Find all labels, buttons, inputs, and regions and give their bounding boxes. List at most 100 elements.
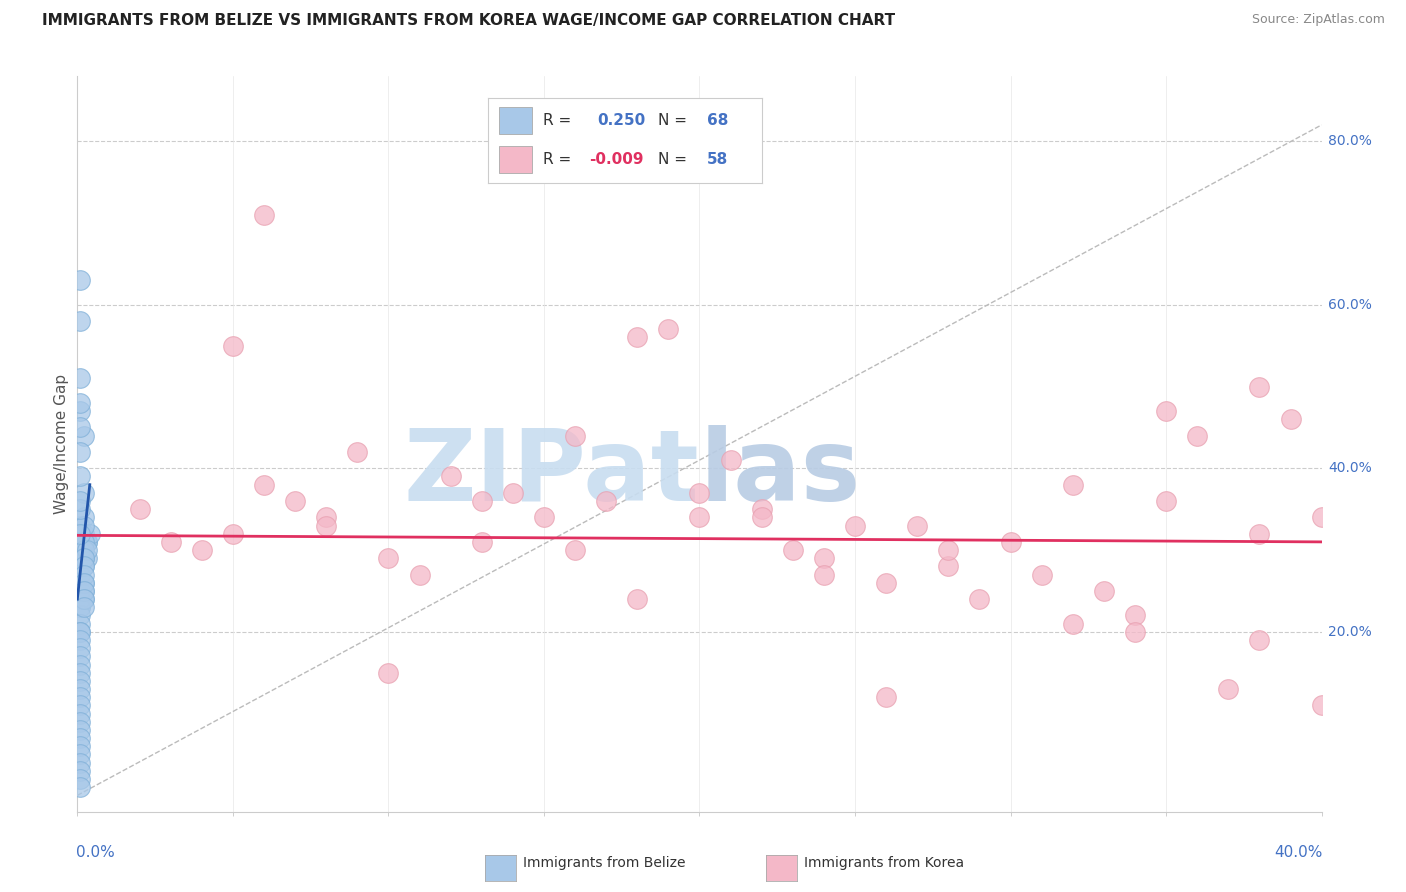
Point [626, 592, 648, 607]
Point [69, 714, 91, 729]
Point [1031, 567, 1053, 582]
Point [751, 502, 773, 516]
Text: 0.250: 0.250 [598, 113, 645, 128]
Point [253, 208, 276, 222]
Point [1249, 633, 1271, 648]
Point [689, 510, 711, 524]
Point [72, 592, 94, 607]
Point [69, 608, 91, 623]
Point [72, 575, 94, 590]
Point [1154, 494, 1177, 508]
Point [72, 534, 94, 549]
Point [1218, 681, 1240, 696]
Point [76, 543, 98, 558]
Point [69, 420, 91, 434]
Point [69, 584, 91, 599]
Point [69, 739, 91, 754]
Point [315, 510, 337, 524]
Point [938, 559, 960, 574]
Point [315, 518, 337, 533]
Text: 20.0%: 20.0% [1327, 624, 1372, 639]
Point [1187, 428, 1209, 442]
Text: -0.009: -0.009 [589, 153, 644, 167]
Point [128, 502, 150, 516]
Point [782, 543, 804, 558]
Text: ZIPat: ZIPat [404, 425, 700, 522]
Point [69, 681, 91, 696]
Text: 0.0%: 0.0% [76, 845, 115, 860]
Point [377, 665, 399, 680]
Point [69, 624, 91, 639]
Point [69, 649, 91, 664]
Point [564, 543, 586, 558]
Point [626, 330, 648, 344]
Point [284, 494, 307, 508]
Point [408, 567, 430, 582]
Point [69, 592, 91, 607]
Point [72, 485, 94, 500]
Point [69, 723, 91, 737]
Point [1123, 624, 1146, 639]
Point [72, 584, 94, 599]
Point [222, 338, 245, 352]
Point [69, 657, 91, 672]
Point [533, 510, 555, 524]
Point [69, 371, 91, 385]
Point [72, 526, 94, 541]
Point [69, 404, 91, 418]
Point [1154, 404, 1177, 418]
Point [72, 575, 94, 590]
Point [191, 543, 214, 558]
Point [969, 592, 991, 607]
Point [69, 616, 91, 631]
FancyBboxPatch shape [499, 146, 531, 173]
Point [72, 567, 94, 582]
Point [69, 502, 91, 516]
Point [502, 485, 524, 500]
Point [69, 706, 91, 721]
Point [72, 428, 94, 442]
Point [720, 453, 742, 467]
Point [69, 526, 91, 541]
Point [875, 690, 897, 705]
Point [69, 772, 91, 786]
Text: R =: R = [543, 153, 571, 167]
Point [69, 780, 91, 795]
Point [440, 469, 463, 483]
Point [79, 526, 101, 541]
Text: Immigrants from Korea: Immigrants from Korea [804, 856, 965, 871]
Point [253, 477, 276, 491]
Point [72, 584, 94, 599]
Point [69, 633, 91, 648]
Point [72, 551, 94, 566]
Point [1062, 477, 1084, 491]
Point [1000, 534, 1022, 549]
Point [69, 690, 91, 705]
Point [69, 600, 91, 615]
Point [69, 673, 91, 688]
Point [69, 665, 91, 680]
Point [595, 494, 617, 508]
Point [938, 543, 960, 558]
Point [1279, 412, 1302, 426]
Point [69, 731, 91, 746]
Point [72, 510, 94, 524]
Point [76, 534, 98, 549]
Point [72, 559, 94, 574]
Text: 60.0%: 60.0% [1327, 298, 1372, 312]
Point [813, 551, 835, 566]
Point [751, 510, 773, 524]
Text: IMMIGRANTS FROM BELIZE VS IMMIGRANTS FROM KOREA WAGE/INCOME GAP CORRELATION CHAR: IMMIGRANTS FROM BELIZE VS IMMIGRANTS FRO… [42, 13, 896, 29]
Text: las: las [700, 425, 860, 522]
Point [844, 518, 866, 533]
Point [1123, 608, 1146, 623]
Point [689, 485, 711, 500]
Point [69, 641, 91, 656]
Text: N =: N = [658, 153, 686, 167]
Text: Immigrants from Belize: Immigrants from Belize [523, 856, 686, 871]
Point [1310, 698, 1333, 713]
Text: 68: 68 [707, 113, 728, 128]
Text: N =: N = [658, 113, 686, 128]
Point [69, 469, 91, 483]
Text: 80.0%: 80.0% [1327, 134, 1372, 148]
